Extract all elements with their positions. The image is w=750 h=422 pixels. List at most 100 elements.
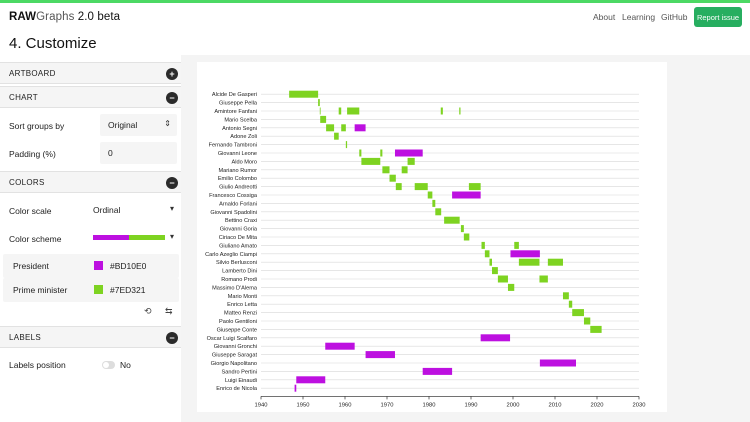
gantt-bar (463, 233, 470, 241)
row-label: Giovanni Spadolini (210, 210, 257, 216)
row-label: Giulio Andreotti (219, 185, 257, 191)
gantt-bar (359, 149, 362, 157)
gantt-bar (338, 107, 342, 115)
section-chart-header[interactable]: CHART − (0, 86, 181, 108)
gantt-bar (435, 208, 442, 216)
gantt-bar (440, 107, 443, 115)
x-tick-label: 1950 (297, 402, 310, 408)
gantt-bar (481, 241, 485, 249)
x-tick-label: 1960 (339, 402, 352, 408)
row-label: Giuseppe Conte (217, 327, 257, 333)
color-scale-value: Ordinal (93, 205, 121, 215)
gantt-bar (326, 124, 335, 132)
color-scale-label: Color scale (9, 206, 52, 216)
gantt-bar (562, 292, 569, 300)
gantt-bar (414, 183, 428, 191)
gantt-bar (507, 283, 515, 291)
gantt-bar (401, 166, 408, 174)
nav-learning-link[interactable]: Learning (622, 12, 656, 22)
gantt-bar (514, 241, 519, 249)
color-mapping-row: Prime minister #7ED321 (3, 278, 179, 302)
gantt-bar (319, 107, 321, 115)
gantt-bar (341, 124, 346, 132)
nav-github-link[interactable]: GitHub (661, 12, 688, 22)
nav-about-link[interactable]: About (593, 12, 616, 22)
plus-icon[interactable]: + (166, 68, 178, 80)
toggle-knob (103, 362, 109, 368)
sort-groups-select[interactable]: Original ⇕ (100, 114, 177, 136)
x-tick-label: 1980 (423, 402, 436, 408)
padding-label: Padding (%) (9, 149, 56, 159)
row-label: Sandro Pertini (222, 369, 257, 375)
brand-graphs: Graphs (36, 11, 75, 23)
minus-icon[interactable]: − (166, 92, 178, 104)
labels-position-toggle[interactable] (102, 361, 115, 369)
color-swatch[interactable] (94, 261, 103, 270)
gantt-bar (432, 199, 436, 207)
gantt-bar (320, 115, 327, 123)
gantt-bar (518, 258, 540, 266)
gantt-bar (394, 149, 423, 157)
row-label: Lamberto Dini (222, 269, 257, 275)
section-colors-title: COLORS (9, 178, 45, 187)
row-label: Oscar Luigi Scalfaro (207, 336, 257, 342)
mapping-name: President (13, 261, 49, 271)
row-label: Carlo Azeglio Ciampi (205, 252, 257, 258)
x-tick-label: 2030 (633, 402, 646, 408)
brand-version: 2.0 beta (74, 11, 121, 23)
section-labels-header[interactable]: LABELS − (0, 326, 181, 348)
labels-position-label: Labels position (9, 360, 66, 370)
row-label: Antonio Segni (222, 126, 257, 132)
gantt-bar (395, 183, 402, 191)
gantt-bar (294, 384, 297, 392)
section-colors-header[interactable]: COLORS − (0, 171, 181, 193)
row-label: Giuliano Amato (219, 243, 257, 249)
chevron-down-icon: ▾ (170, 232, 175, 241)
reset-icon[interactable]: ⟲ (144, 306, 152, 316)
padding-input[interactable]: 0 (100, 142, 177, 164)
x-tick-label: 2020 (591, 402, 604, 408)
gantt-bar (480, 334, 511, 342)
color-swatch[interactable] (94, 285, 103, 294)
gantt-bar (382, 166, 390, 174)
report-issue-button[interactable]: Report issue (694, 7, 742, 27)
minus-icon[interactable]: − (166, 332, 178, 344)
color-scheme-select[interactable]: ▾ (90, 229, 180, 247)
color-scheme-preview (93, 235, 165, 240)
gantt-bar (452, 191, 481, 199)
swap-icon[interactable]: ⇆ (165, 306, 173, 316)
row-label: Silvio Berlusconi (216, 260, 257, 266)
x-tick-label: 2010 (549, 402, 562, 408)
row-label: Giorgio Napolitano (211, 361, 257, 367)
gantt-bar (444, 216, 460, 224)
mapping-name: Prime minister (13, 285, 68, 295)
gantt-bar (361, 157, 381, 165)
row-label: Enrico de Nicola (216, 386, 258, 392)
section-artboard-header[interactable]: ARTBOARD + (0, 62, 181, 84)
updown-icon: ⇕ (164, 119, 171, 128)
gantt-bar (427, 191, 433, 199)
gantt-chart: Alcide De Gasperi Giuseppe Pella Amintore … (205, 90, 646, 408)
row-label: Romano Prodi (221, 277, 257, 283)
brand-logo[interactable]: RAWGraphs 2.0 beta (9, 11, 120, 23)
gantt-bar (380, 149, 383, 157)
brand-raw: RAW (9, 11, 37, 23)
padding-value: 0 (108, 148, 113, 158)
gantt-bar (492, 267, 498, 275)
sort-groups-value: Original (108, 120, 138, 130)
row-label: Giuseppe Pella (219, 101, 258, 107)
labels-position-value: No (120, 360, 131, 370)
minus-icon[interactable]: − (166, 177, 178, 189)
chevron-down-icon: ▾ (169, 204, 174, 213)
gantt-bar (459, 107, 461, 115)
gantt-bar (468, 183, 481, 191)
row-label: Giovanni Gronchi (214, 344, 257, 350)
mapping-hex: #7ED321 (110, 285, 146, 295)
row-label: Enrico Letta (227, 302, 258, 308)
gantt-bar (572, 309, 584, 317)
color-mapping-row: President #BD10E0 (3, 254, 179, 278)
gantt-bar (347, 107, 360, 115)
row-label: Giovanni Leone (218, 151, 257, 157)
color-scale-select[interactable]: Ordinal ▾ (85, 199, 180, 221)
row-label: Ciriaco De Mita (219, 235, 258, 241)
